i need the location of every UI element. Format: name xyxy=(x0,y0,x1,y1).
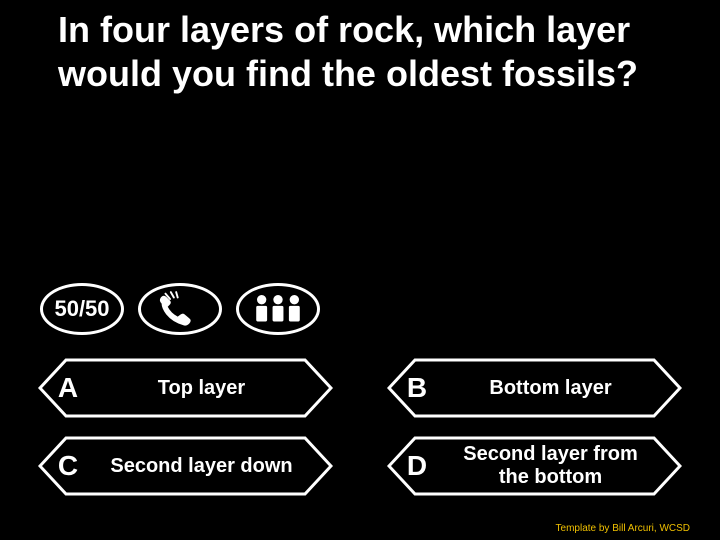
answer-b-letter: B xyxy=(387,372,447,404)
answer-a-text: Top layer xyxy=(98,377,333,400)
answer-c[interactable]: C Second layer down xyxy=(38,436,333,496)
answer-a-letter: A xyxy=(38,372,98,404)
answer-b[interactable]: B Bottom layer xyxy=(387,358,682,418)
lifeline-phone[interactable] xyxy=(138,283,222,335)
answer-d-letter: D xyxy=(387,450,447,482)
question-text: In four layers of rock, which layer woul… xyxy=(58,8,678,96)
lifeline-fifty-label: 50/50 xyxy=(54,296,109,322)
answer-d[interactable]: D Second layer from the bottom xyxy=(387,436,682,496)
audience-icon xyxy=(250,291,306,327)
template-credit: Template by Bill Arcuri, WCSD xyxy=(556,523,690,534)
lifeline-fifty[interactable]: 50/50 xyxy=(40,283,124,335)
lifelines-row: 50/50 xyxy=(40,283,320,335)
answers-grid: A Top layer B Bottom layer C xyxy=(0,358,720,514)
lifeline-audience[interactable] xyxy=(236,283,320,335)
answer-d-text: Second layer from the bottom xyxy=(447,443,682,489)
phone-icon xyxy=(157,289,203,329)
answer-b-text: Bottom layer xyxy=(447,377,682,400)
answer-c-text: Second layer down xyxy=(98,455,333,478)
answer-c-letter: C xyxy=(38,450,98,482)
answer-a[interactable]: A Top layer xyxy=(38,358,333,418)
